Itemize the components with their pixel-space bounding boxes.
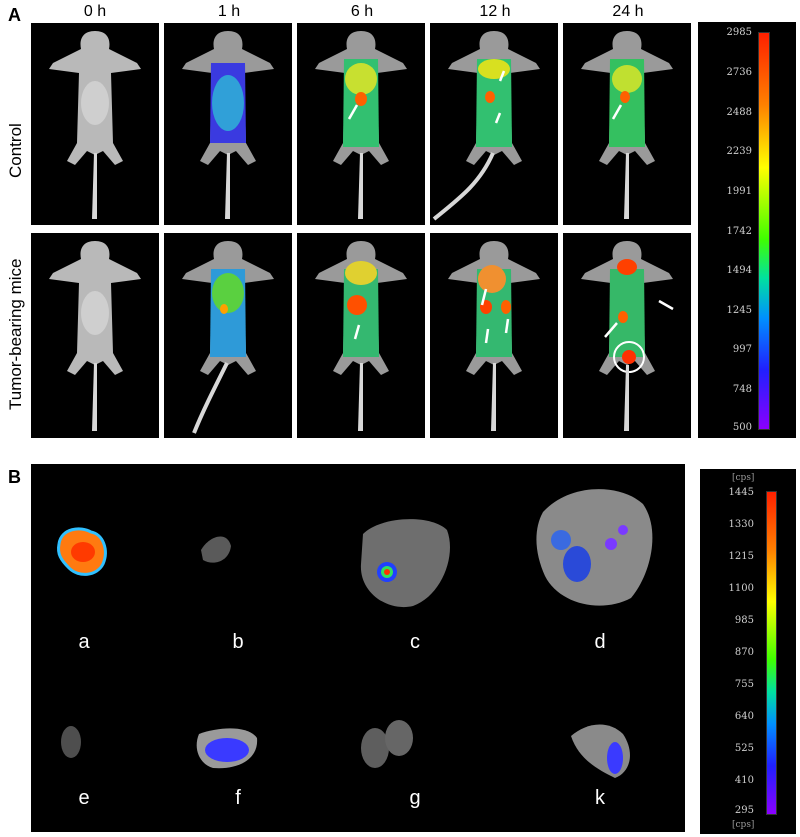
scale-b-unit-top: [cps] [732, 473, 755, 483]
organ-label-b: b [232, 631, 244, 653]
scale-b-tick: 640 [734, 711, 754, 722]
panel-letter-b: B [8, 467, 21, 487]
scale-a-tick: 2985 [726, 27, 752, 38]
row-label-tumor-bearing: Tumor-bearing mice [6, 258, 25, 410]
mouse-image-control-1h [164, 23, 292, 225]
organ-label-d: d [594, 631, 606, 653]
scale-a-tick: 1991 [726, 186, 752, 197]
organ-label-e: e [78, 787, 90, 809]
organ-label-f: f [235, 787, 241, 809]
panel-letter-a: A [8, 5, 21, 25]
organ-image-panel [31, 464, 685, 832]
mouse-image-tumor-12h [430, 233, 558, 438]
mouse-image-tumor-0h [31, 233, 159, 438]
scale-b-tick: 1100 [728, 583, 754, 594]
mouse-image-control-24h [563, 23, 691, 225]
scale-b-tick: 410 [734, 775, 754, 786]
column-label-12h: 12 h [479, 3, 511, 20]
scale-b-tick: 295 [734, 805, 754, 816]
intensity-scale-b: [cps] 1445 1330 1215 1100 985 870 755 64… [700, 469, 796, 834]
column-label-6h: 6 h [350, 3, 374, 20]
organ-label-k: k [595, 787, 605, 809]
scale-a-tick: 2488 [726, 107, 752, 118]
scale-a-tick: 2736 [726, 67, 752, 78]
scale-b-tick: 1330 [728, 519, 754, 530]
scale-b-unit-bottom: [cps] [732, 820, 755, 830]
organ-label-c: c [410, 631, 420, 653]
scale-b-tick: 1215 [728, 551, 754, 562]
column-label-24h: 24 h [612, 3, 644, 20]
row-label-control: Control [6, 123, 25, 178]
scale-a-tick: 1742 [726, 226, 752, 237]
column-label-0h: 0 h [83, 3, 107, 20]
organ-label-a: a [78, 631, 90, 653]
scale-a-tick: 500 [732, 422, 752, 433]
intensity-scale-a: 2985 2736 2488 2239 1991 1742 1494 1245 … [698, 22, 796, 438]
scale-a-tick: 2239 [726, 146, 752, 157]
scale-b-tick: 755 [734, 679, 754, 690]
scale-b-tick: 525 [734, 743, 754, 754]
scale-a-tick: 1245 [726, 305, 752, 316]
scale-b-tick: 985 [734, 615, 754, 626]
scale-a-tick: 997 [732, 344, 752, 355]
scale-a-tick: 748 [732, 384, 752, 395]
mouse-image-tumor-1h [164, 233, 292, 438]
color-scale-bar-b [766, 491, 777, 815]
mouse-image-control-6h [297, 23, 425, 225]
scale-a-tick: 1494 [726, 265, 752, 276]
column-label-1h: 1 h [217, 3, 241, 20]
mouse-image-control-0h [31, 23, 159, 225]
organ-label-g: g [409, 787, 421, 809]
mouse-image-tumor-6h [297, 233, 425, 438]
color-scale-bar-a [758, 32, 770, 430]
mouse-image-tumor-24h [563, 233, 691, 438]
scale-b-tick: 870 [734, 647, 754, 658]
scale-b-tick: 1445 [728, 487, 754, 498]
mouse-image-control-12h [430, 23, 558, 225]
